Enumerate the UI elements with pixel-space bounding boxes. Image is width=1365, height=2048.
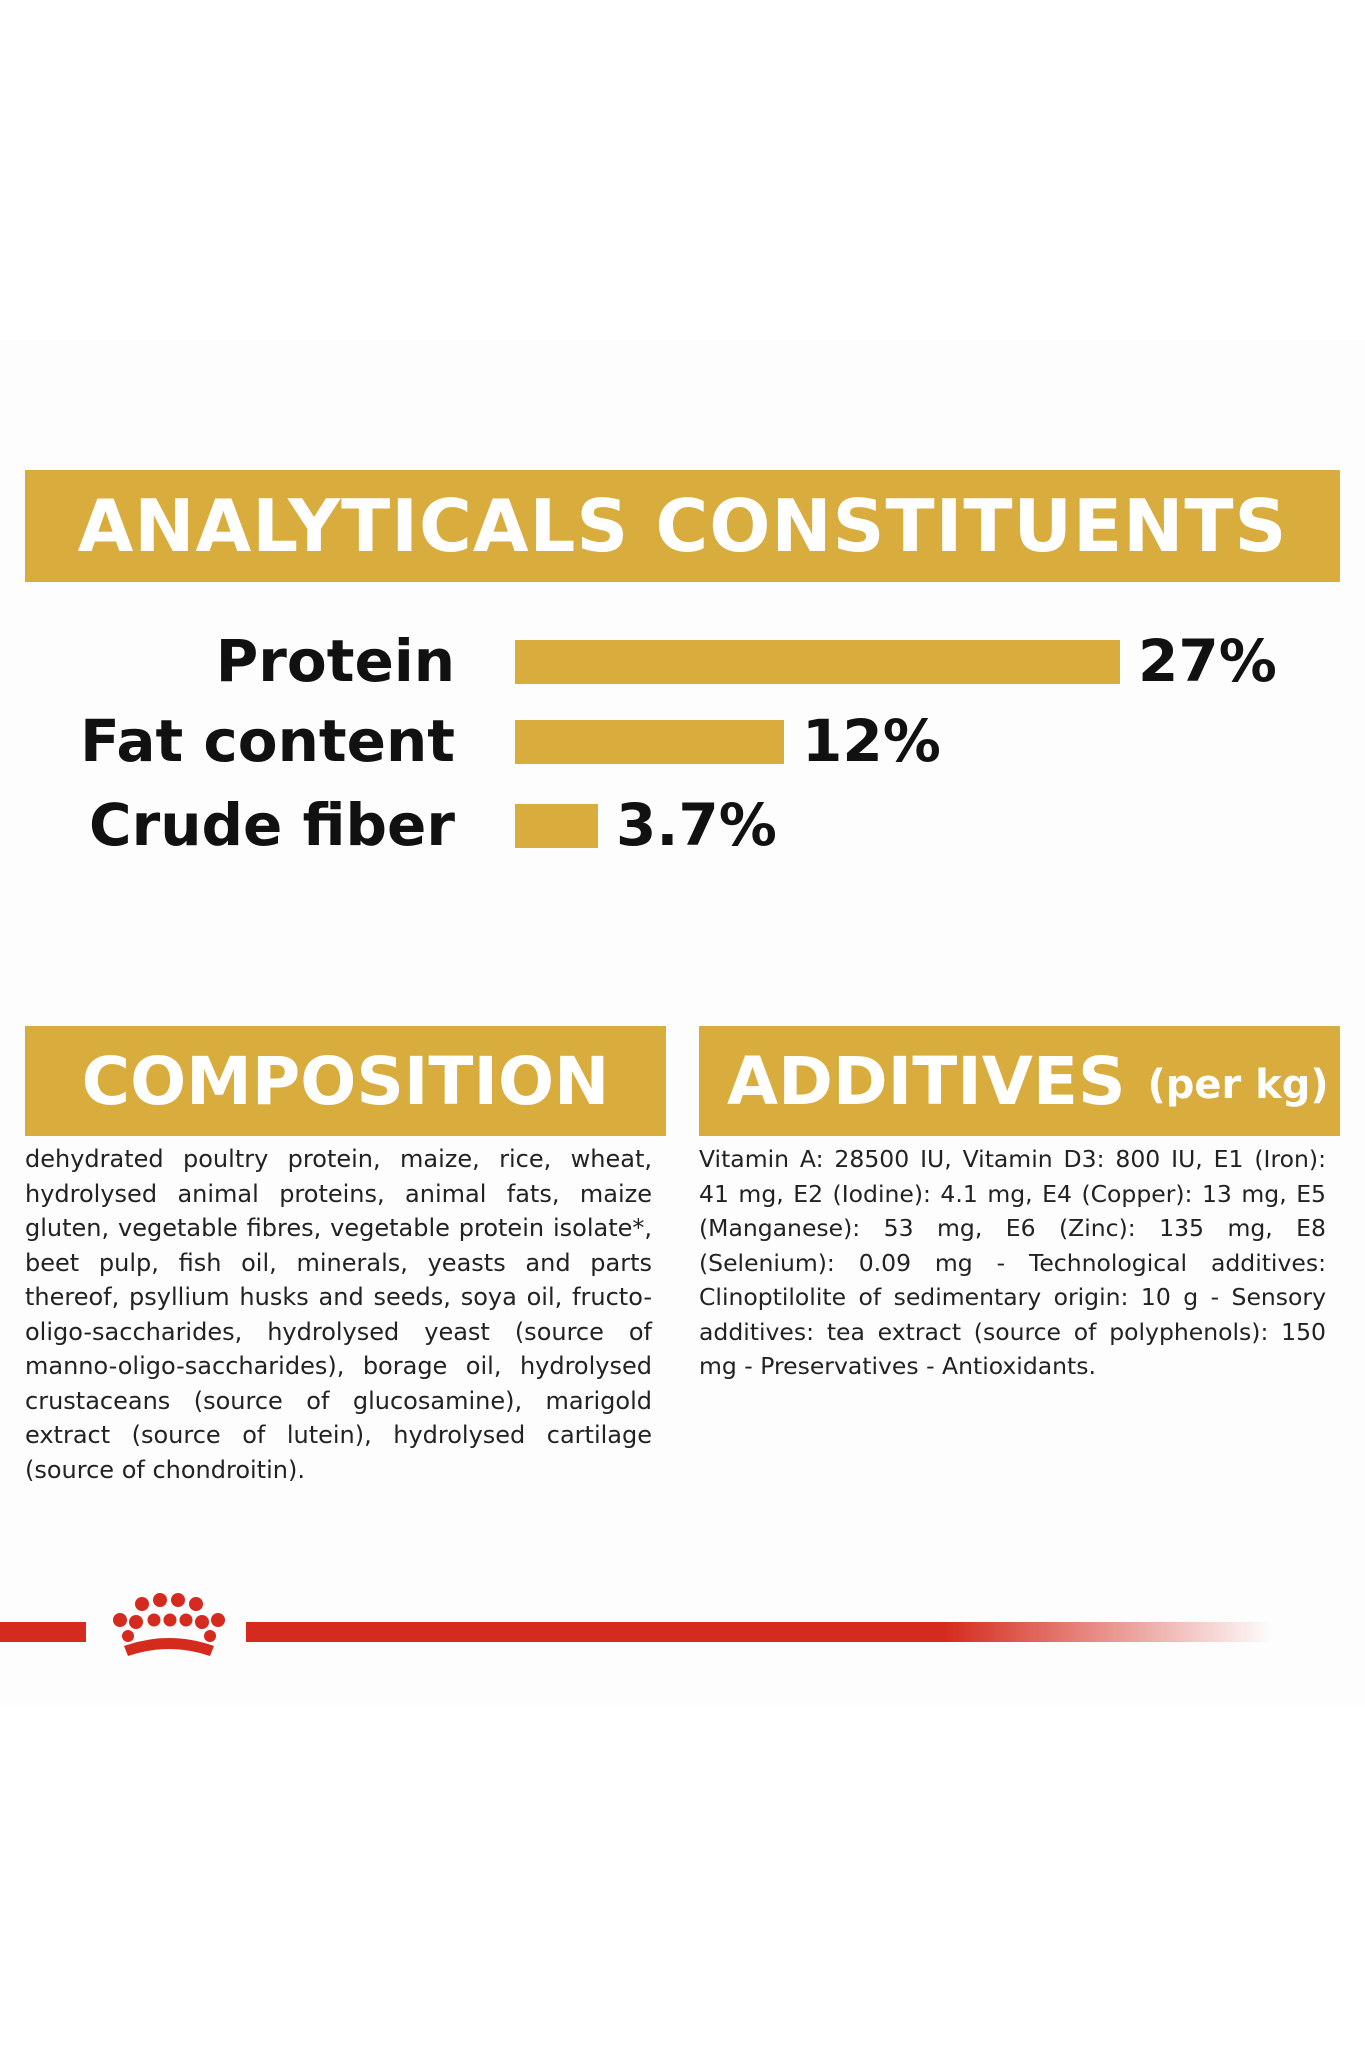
composition-banner: COMPOSITION <box>25 1026 666 1136</box>
nutrient-row-protein: Protein 27% <box>0 626 1365 696</box>
nutrient-value: 12% <box>802 707 941 775</box>
nutrient-bar <box>515 720 784 764</box>
royal-canin-crown-icon <box>113 1593 225 1656</box>
additives-title-suffix: (per kg) <box>1147 1062 1329 1108</box>
nutrient-row-fiber: Crude fiber 3.7% <box>0 790 1365 860</box>
composition-text: dehydrated poultry protein, maize, rice,… <box>25 1145 652 1484</box>
nutrient-bar <box>515 804 598 848</box>
analyticals-banner: ANALYTICALS CONSTITUENTS <box>25 470 1340 582</box>
brand-line-right <box>246 1622 1273 1642</box>
nutrient-value: 27% <box>1138 627 1277 695</box>
nutrient-row-fat: Fat content 12% <box>0 706 1365 776</box>
nutrient-label: Crude fiber <box>89 791 455 859</box>
additives-text: Vitamin A: 28500 IU, Vitamin D3: 800 IU,… <box>699 1145 1326 1380</box>
nutrient-label: Fat content <box>80 707 455 775</box>
nutrient-bar <box>515 640 1120 684</box>
composition-title: COMPOSITION <box>81 1042 610 1120</box>
analyticals-title: ANALYTICALS CONSTITUENTS <box>77 484 1288 568</box>
additives-banner: ADDITIVES (per kg) <box>699 1026 1340 1136</box>
nutrient-label: Protein <box>215 627 455 695</box>
nutrient-value: 3.7% <box>616 791 777 859</box>
additives-title: ADDITIVES <box>727 1042 1126 1120</box>
brand-line-left <box>0 1622 86 1642</box>
